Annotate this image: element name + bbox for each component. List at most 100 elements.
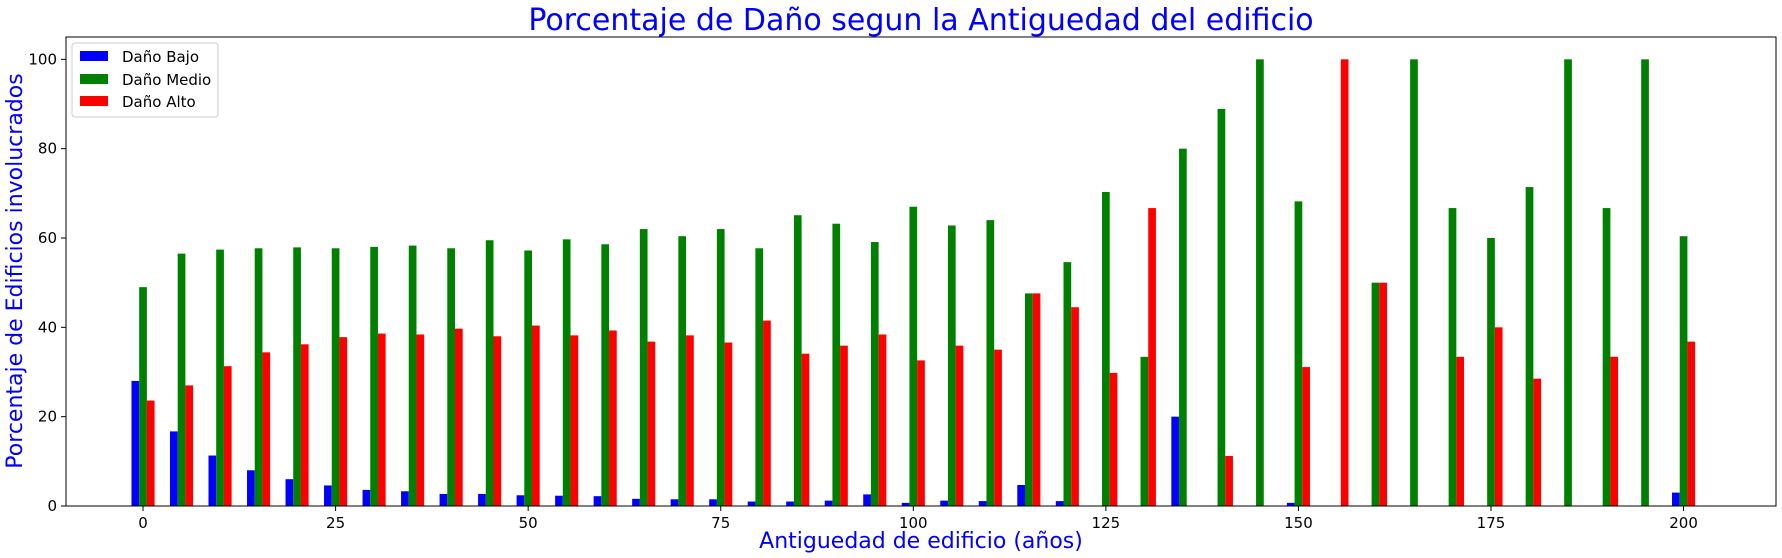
- bar-da-o-medio-160: [1371, 282, 1380, 506]
- bar-da-o-bajo-60: [593, 496, 602, 506]
- bar-da-o-bajo-25: [324, 485, 332, 506]
- bar-da-o-bajo-10: [208, 455, 217, 506]
- bar-da-o-alto-5: [185, 385, 194, 506]
- bars-layer: [131, 59, 1696, 507]
- bar-da-o-bajo-0: [131, 380, 140, 506]
- bar-da-o-alto-15: [262, 352, 271, 506]
- bar-da-o-bajo-45: [478, 493, 486, 506]
- y-tick-label: 60: [38, 229, 57, 247]
- bar-da-o-bajo-95: [863, 494, 871, 506]
- bar-da-o-alto-200: [1687, 341, 1696, 506]
- y-axis-ticks: 0 20 40 60 80 100: [28, 50, 66, 515]
- bar-da-o-alto-30: [377, 333, 386, 506]
- legend-swatch-dano-medio: [80, 74, 108, 84]
- bar-da-o-medio-150: [1294, 201, 1303, 506]
- bar-da-o-alto-80: [763, 320, 771, 506]
- bar-da-o-bajo-35: [401, 491, 409, 506]
- x-tick-label: 175: [1477, 514, 1506, 532]
- bar-da-o-medio-0: [139, 287, 147, 506]
- bar-da-o-medio-135: [1179, 148, 1187, 507]
- bar-da-o-bajo-75: [709, 499, 717, 506]
- bar-da-o-bajo-105: [940, 500, 948, 506]
- bar-da-o-medio-70: [678, 236, 687, 506]
- bar-da-o-bajo-85: [786, 501, 794, 506]
- bar-da-o-alto-20: [300, 344, 309, 506]
- bar-da-o-bajo-110: [978, 501, 987, 506]
- legend-swatch-dano-alto: [80, 96, 108, 106]
- bar-da-o-medio-140: [1217, 108, 1226, 506]
- bar-da-o-medio-55: [562, 239, 571, 506]
- chart-title: Porcentaje de Daño segun la Antiguedad d…: [528, 3, 1313, 38]
- bar-da-o-medio-85: [793, 215, 802, 506]
- x-tick-label: 25: [326, 514, 345, 532]
- bar-da-o-medio-110: [986, 220, 995, 506]
- bar-da-o-medio-190: [1602, 208, 1611, 506]
- legend-label-dano-bajo: Daño Bajo: [122, 48, 199, 66]
- plot-frame: [65, 36, 1777, 507]
- bar-da-o-bajo-50: [516, 495, 525, 506]
- bar-da-o-medio-180: [1525, 187, 1534, 506]
- bar-da-o-medio-100: [909, 206, 918, 507]
- bar-da-o-bajo-200: [1672, 492, 1680, 506]
- bar-da-o-medio-35: [408, 245, 417, 506]
- bar-da-o-medio-130: [1140, 356, 1149, 506]
- bar-da-o-medio-15: [254, 248, 263, 506]
- legend-label-dano-alto: Daño Alto: [122, 93, 196, 111]
- bar-da-o-bajo-5: [169, 431, 178, 506]
- bar-da-o-medio-115: [1024, 293, 1033, 506]
- bar-da-o-alto-115: [1032, 293, 1041, 506]
- bar-da-o-alto-160: [1379, 282, 1388, 506]
- bar-da-o-medio-165: [1410, 59, 1418, 506]
- bar-da-o-medio-65: [639, 229, 648, 506]
- bar-da-o-alto-100: [917, 360, 925, 506]
- bar-da-o-alto-65: [647, 341, 656, 506]
- legend-box: [71, 42, 219, 118]
- legend-label-dano-medio: Daño Medio: [122, 71, 211, 89]
- bar-da-o-medio-95: [870, 242, 879, 506]
- bar-da-o-bajo-135: [1171, 416, 1180, 506]
- y-tick-label: 20: [38, 408, 57, 426]
- legend: Daño Bajo Daño Medio Daño Alto: [71, 42, 219, 118]
- bar-da-o-alto-190: [1610, 356, 1619, 506]
- bar-da-o-alto-170: [1456, 356, 1465, 506]
- x-tick-label: 75: [711, 514, 730, 532]
- y-tick-label: 100: [28, 50, 57, 68]
- x-tick-label: 150: [1284, 514, 1313, 532]
- bar-da-o-bajo-150: [1286, 502, 1295, 506]
- x-tick-label: 0: [138, 514, 148, 532]
- bar-da-o-medio-90: [832, 223, 841, 506]
- bar-da-o-medio-5: [177, 253, 186, 506]
- bar-da-o-medio-40: [447, 248, 455, 506]
- bar-da-o-bajo-55: [555, 495, 563, 506]
- bar-da-o-alto-10: [223, 366, 232, 506]
- bar-da-o-alto-45: [493, 336, 502, 506]
- bar-da-o-alto-60: [609, 330, 617, 506]
- bar-da-o-medio-75: [716, 229, 725, 506]
- bar-da-o-bajo-30: [362, 489, 371, 506]
- bar-da-o-alto-120: [1071, 307, 1079, 506]
- x-tick-label: 200: [1669, 514, 1698, 532]
- bar-da-o-medio-25: [331, 248, 340, 506]
- bar-da-o-alto-55: [570, 335, 579, 506]
- bar-da-o-alto-140: [1225, 455, 1233, 506]
- bar-da-o-medio-45: [485, 240, 494, 507]
- legend-swatch-dano-bajo: [80, 51, 108, 61]
- bar-da-o-alto-0: [146, 400, 155, 506]
- x-tick-label: 125: [1092, 514, 1121, 532]
- bar-da-o-alto-35: [416, 334, 425, 506]
- x-tick-label: 50: [519, 514, 538, 532]
- bar-da-o-medio-125: [1102, 191, 1110, 507]
- x-axis-label: Antiguedad de edificio (años): [759, 529, 1083, 554]
- bar-da-o-medio-20: [293, 247, 301, 506]
- bar-da-o-bajo-20: [285, 479, 294, 506]
- bar-da-o-medio-185: [1564, 59, 1572, 506]
- bar-da-o-alto-85: [801, 353, 810, 506]
- bar-da-o-bajo-100: [901, 502, 910, 506]
- x-tick-label: 100: [899, 514, 928, 532]
- bar-da-o-alto-180: [1533, 378, 1542, 506]
- bar-da-o-bajo-90: [824, 500, 833, 506]
- bar-da-o-medio-30: [370, 246, 378, 506]
- bar-da-o-medio-200: [1679, 236, 1688, 506]
- bar-da-o-medio-195: [1641, 59, 1649, 506]
- bar-da-o-alto-25: [339, 337, 348, 506]
